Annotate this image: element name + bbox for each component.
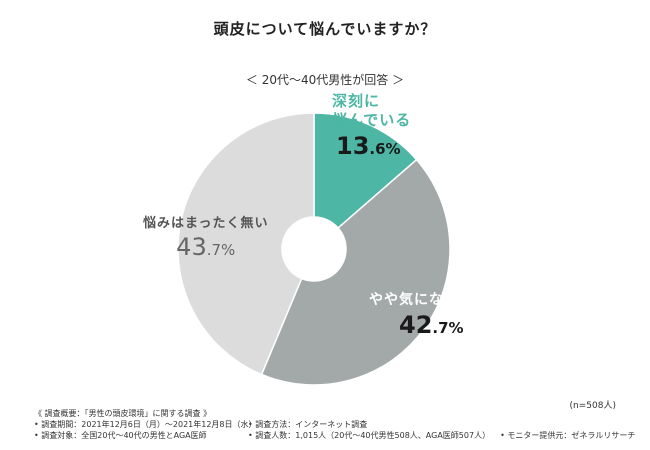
label-serious-line2: 悩んでいる (332, 111, 412, 129)
label-somewhat: やや気になる程度 42.7% (369, 289, 489, 339)
slice-serious (313, 112, 418, 230)
pct-serious-dec: .6% (369, 140, 401, 158)
notes-count: • 調査人数：1,015人（20代〜40代男性508人、AGA医師507人） (248, 431, 491, 440)
sample-size: (n=508人) (569, 401, 616, 411)
pct-somewhat: 42.7% (399, 311, 489, 339)
survey-notes: 《 調査概要：「男性の頭皮環境」に関する調査 》 • 調査期間：2021年12月… (34, 408, 635, 441)
pct-somewhat-int: 42 (399, 311, 433, 339)
notes-method: • 調査方法：インターネット調査 (248, 420, 368, 429)
label-serious-line1: 深刻に (332, 92, 381, 110)
label-none-text: 悩みはまったく無い (143, 216, 269, 231)
notes-target: • 調査対象：全国20代〜40代の男性とAGA医師 (34, 431, 207, 440)
pct-serious: 13.6% (336, 132, 411, 160)
pct-none: 43.7% (143, 233, 268, 261)
notes-provider: • モニター提供元：ゼネラルリサーチ (500, 431, 636, 440)
slice-somewhat (260, 158, 451, 386)
pct-serious-int: 13 (336, 132, 370, 160)
notes-period: • 調査期間：2021年12月6日（月）〜2021年12月8日（水） (34, 420, 257, 429)
label-none: 悩みはまったく無い 43.7% (143, 212, 268, 261)
pct-none-dec: .7% (206, 241, 236, 259)
pct-none-int: 43 (176, 233, 207, 261)
label-serious: 深刻に 悩んでいる 13.6% (332, 92, 411, 160)
chart-subtitle: ＜ 20代〜40代男性が回答 ＞ (245, 73, 405, 87)
chart-title: 頭皮について悩んでいますか？ (213, 20, 437, 38)
slice-none (177, 112, 315, 376)
label-somewhat-text: やや気になる程度 (369, 292, 489, 308)
pct-somewhat-dec: .7% (432, 319, 464, 337)
notes-overview: 《 調査概要：「男性の頭皮環境」に関する調査 》 (34, 409, 212, 418)
